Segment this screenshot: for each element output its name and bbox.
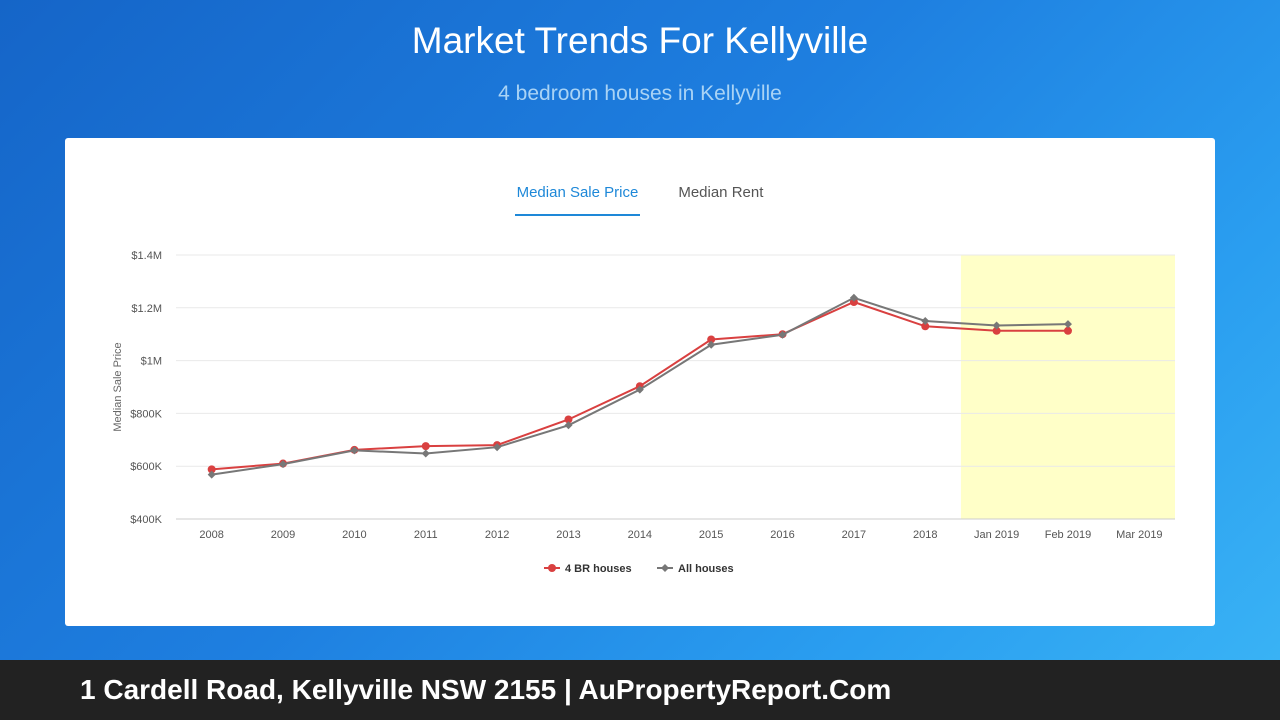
data-point [921, 317, 930, 325]
legend-label-2: All houses [678, 563, 734, 575]
data-point [279, 460, 288, 469]
x-tick-label: 2013 [556, 529, 580, 541]
y-tick-label: $1.4M [131, 250, 162, 262]
data-point [207, 465, 216, 474]
tab-median-sale-price[interactable]: Median Sale Price [514, 182, 641, 216]
y-tick-label: $600K [130, 461, 162, 473]
data-point [421, 449, 430, 458]
data-point [849, 297, 858, 306]
x-tick-label: 2017 [842, 529, 866, 541]
y-tick-label: $800K [130, 408, 162, 420]
x-tick-label: 2010 [342, 529, 366, 541]
data-point [1063, 320, 1072, 329]
footer-text: 1 Cardell Road, Kellyville NSW 2155 | Au… [80, 674, 892, 705]
x-tick-label: 2012 [485, 529, 509, 541]
legend-marker [548, 564, 556, 572]
data-point [635, 385, 644, 394]
data-point [493, 443, 502, 452]
x-tick-label: Jan 2019 [974, 529, 1019, 541]
data-point [992, 326, 1001, 335]
page-title: Market Trends For Kellyville [411, 20, 869, 61]
y-tick-label: $1.2M [131, 303, 162, 315]
data-point [350, 446, 359, 455]
x-tick-label: 2018 [913, 529, 937, 541]
x-tick-label: 2015 [699, 529, 723, 541]
data-point [992, 321, 1001, 330]
chart-tabs: Median Sale Price Median Rent [65, 182, 1215, 216]
forecast-highlight-band [960, 255, 1175, 519]
data-point [207, 470, 216, 479]
data-point [564, 415, 573, 424]
footer-bar: 1 Cardell Road, Kellyville NSW 2155 | Au… [0, 660, 1280, 720]
line-chart: $400K $600K $800K $1M $1.2M $1.4M Median Sale … [112, 250, 1175, 575]
x-tick-label: 2011 [414, 529, 438, 541]
data-point [921, 322, 930, 331]
x-tick-label: Mar 2019 [1116, 529, 1162, 541]
y-axis-title: Median Sale Price [112, 342, 124, 431]
y-tick-label: $1M [141, 356, 162, 368]
legend-label-1: 4 BR houses [565, 563, 632, 575]
tab-median-rent[interactable]: Median Rent [678, 184, 764, 201]
data-point [849, 293, 858, 302]
data-point [1063, 326, 1072, 335]
data-point [778, 330, 787, 339]
x-tick-label: 2009 [271, 529, 295, 541]
data-point [564, 421, 573, 430]
x-tick-label: Feb 2019 [1045, 529, 1091, 541]
x-tick-label: 2008 [199, 529, 223, 541]
x-tick-label: 2014 [628, 529, 652, 541]
data-point [707, 340, 716, 349]
page-subtitle: 4 bedroom houses in Kellyville [498, 82, 782, 105]
data-point [421, 442, 430, 451]
legend-marker [661, 564, 669, 572]
y-tick-label: $400K [130, 514, 162, 526]
chart-card: Median Sale Price Median Rent $400K $600K… [65, 138, 1215, 626]
data-point [707, 335, 716, 344]
x-tick-label: 2016 [770, 529, 794, 541]
